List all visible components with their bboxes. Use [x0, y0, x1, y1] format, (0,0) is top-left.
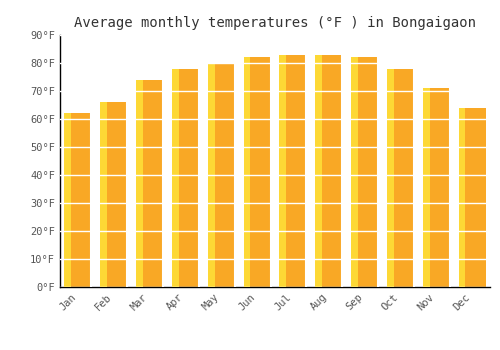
Bar [351, 57, 358, 287]
Bar [64, 113, 71, 287]
Bar [316, 55, 322, 287]
Bar [316, 55, 342, 287]
Bar [351, 57, 378, 287]
Bar [280, 55, 286, 287]
Bar [208, 63, 214, 287]
Bar [172, 69, 178, 287]
Bar [458, 108, 485, 287]
Bar [208, 63, 234, 287]
Bar [423, 88, 430, 287]
Bar [136, 80, 163, 287]
Bar [100, 102, 127, 287]
Bar [458, 108, 466, 287]
Bar [423, 88, 450, 287]
Bar [244, 57, 270, 287]
Bar [100, 102, 107, 287]
Bar [64, 113, 92, 287]
Title: Average monthly temperatures (°F ) in Bongaigaon: Average monthly temperatures (°F ) in Bo… [74, 16, 476, 30]
Bar [387, 69, 414, 287]
Bar [280, 55, 306, 287]
Bar [136, 80, 143, 287]
Bar [172, 69, 199, 287]
Bar [387, 69, 394, 287]
Bar [244, 57, 250, 287]
